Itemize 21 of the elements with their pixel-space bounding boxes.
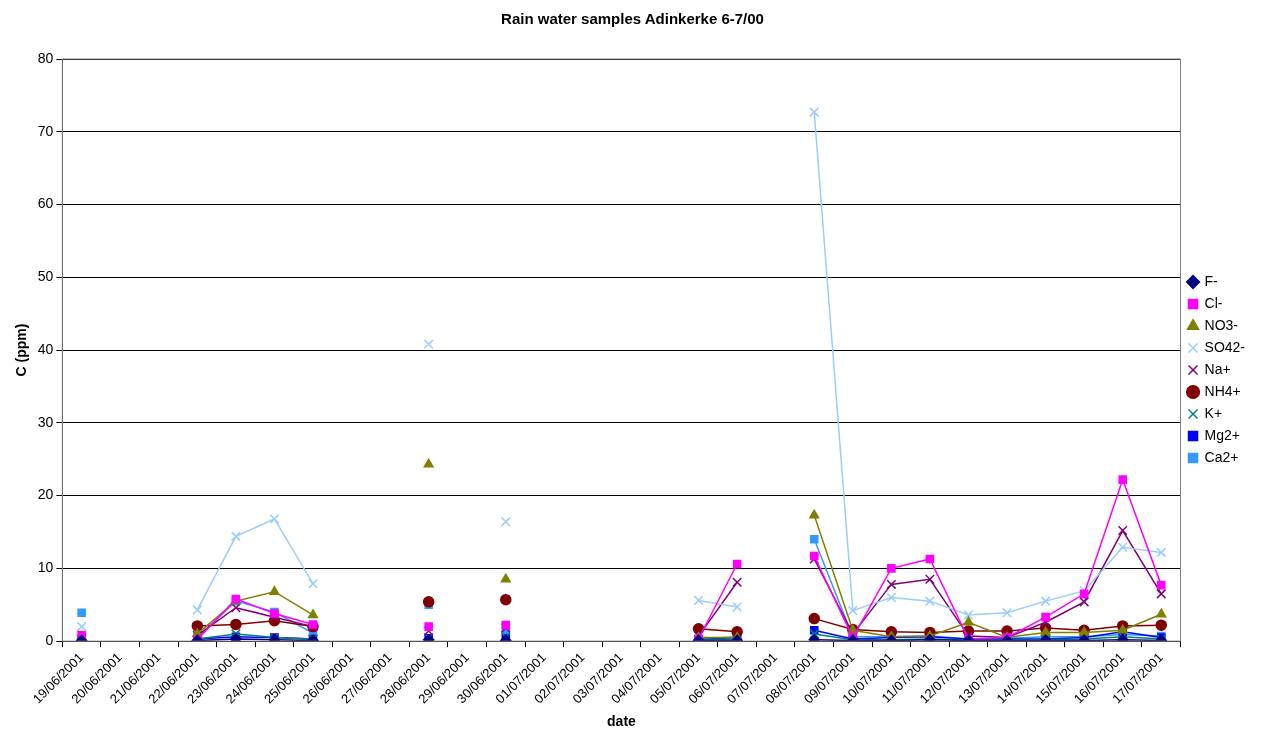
y-tick-label: 50	[37, 268, 54, 285]
y-tick-label: 80	[37, 49, 54, 66]
y-tick-label: 40	[37, 340, 54, 357]
legend-label: NH4+	[1204, 382, 1241, 399]
y-axis-title: C (ppm)	[13, 323, 30, 377]
legend-label: SO42-	[1204, 338, 1246, 355]
y-tick-label: 0	[45, 632, 54, 649]
legend-label: F-	[1204, 272, 1219, 289]
y-tick-label: 70	[37, 122, 54, 139]
legend-label: Ca2+	[1204, 448, 1239, 465]
legend-label: NO3-	[1204, 316, 1239, 333]
legend-label: Mg2+	[1204, 426, 1240, 443]
y-tick-label: 30	[37, 413, 54, 430]
y-tick-label: 10	[37, 559, 54, 576]
y-tick-label: 60	[37, 195, 54, 212]
chart-title: Rain water samples Adinkerke 6-7/00	[501, 10, 764, 28]
legend-label: K+	[1204, 404, 1223, 421]
legend-label: Cl-	[1204, 294, 1223, 311]
legend-label: Na+	[1204, 360, 1231, 377]
x-axis-title: date	[607, 713, 637, 730]
y-tick-label: 20	[37, 486, 54, 503]
